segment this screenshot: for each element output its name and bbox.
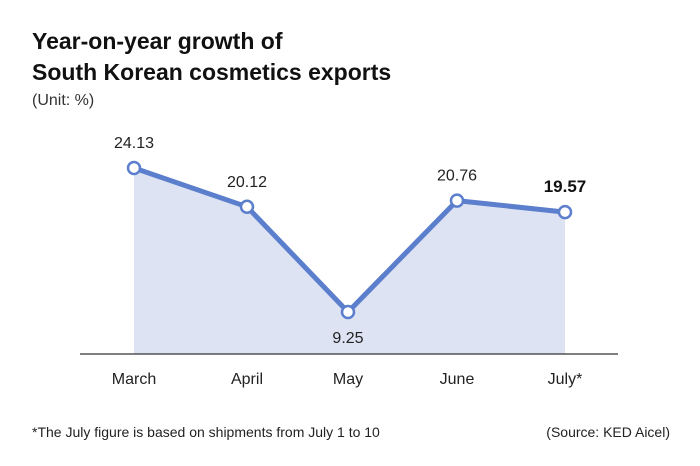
- area-fill: [134, 168, 565, 354]
- x-tick-march: March: [112, 371, 156, 388]
- source-note: (Source: KED Aicel): [546, 424, 670, 440]
- x-tick-july: July*: [548, 371, 583, 388]
- unit-label: (Unit: %): [32, 92, 95, 109]
- x-tick-june: June: [440, 371, 475, 388]
- value-label-june: 20.76: [437, 168, 477, 185]
- data-point-july: [557, 204, 573, 220]
- value-label-july: 19.57: [544, 177, 587, 196]
- data-point-march: [126, 160, 142, 176]
- chart-title-line-1: Year-on-year growth of: [32, 28, 283, 54]
- data-point-june: [449, 193, 465, 208]
- footnote: *The July figure is based on shipments f…: [32, 424, 380, 440]
- value-label-may: 9.25: [332, 330, 363, 347]
- data-point-may: [340, 304, 356, 320]
- value-label-march: 24.13: [114, 135, 154, 152]
- data-point-april: [239, 199, 255, 215]
- x-tick-may: May: [333, 371, 363, 388]
- chart-title-line-2: South Korean cosmetics exports: [32, 59, 392, 85]
- chart-title: Year-on-year growth of South Korean cosm…: [32, 26, 391, 88]
- x-tick-april: April: [231, 371, 263, 388]
- value-label-april: 20.12: [227, 174, 267, 191]
